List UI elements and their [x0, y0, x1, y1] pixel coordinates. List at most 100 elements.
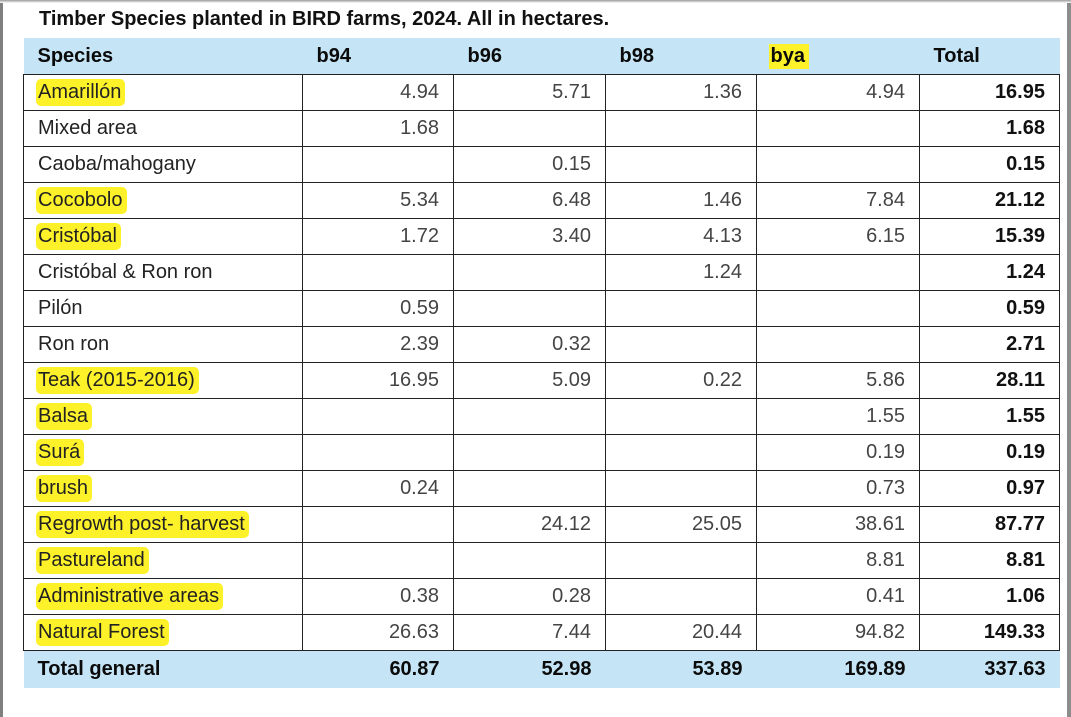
b96-cell	[453, 434, 606, 471]
b94-cell: 16.95	[302, 362, 454, 399]
b96-cell: 5.71	[453, 74, 606, 111]
table-header-row: Species b94 b96 b98 bya Total	[23, 38, 1060, 75]
column-header-b94: b94	[302, 38, 454, 75]
b98-cell	[605, 542, 757, 579]
table-row: Teak (2015-2016) 16.95 5.09 0.22 5.86 28.11	[23, 362, 1060, 399]
species-cell: Cocobolo	[23, 182, 303, 219]
total-cell: 28.11	[919, 362, 1060, 399]
b98-cell: 1.24	[605, 254, 757, 291]
bya-cell: 8.81	[756, 542, 920, 579]
b96-cell	[453, 290, 606, 327]
footer-label: Total general	[23, 650, 303, 688]
species-name: Mixed area	[38, 117, 137, 139]
b96-cell	[453, 110, 606, 147]
table-row: Cristóbal & Ron ron 1.24 1.24	[23, 254, 1060, 291]
b98-cell: 25.05	[605, 506, 757, 543]
table-row: Pilón 0.59 0.59	[23, 290, 1060, 327]
table-row: Cocobolo 5.34 6.48 1.46 7.84 21.12	[23, 182, 1060, 219]
column-header-bya: bya	[756, 38, 920, 75]
species-cell: Pastureland	[23, 542, 303, 579]
b98-cell	[605, 110, 757, 147]
footer-bya: 169.89	[756, 650, 920, 688]
b98-cell: 20.44	[605, 614, 757, 651]
bya-cell: 4.94	[756, 74, 920, 111]
b94-cell	[302, 542, 454, 579]
species-cell: Amarillón	[23, 74, 303, 111]
column-header-b98: b98	[605, 38, 757, 75]
total-cell: 21.12	[919, 182, 1060, 219]
bya-cell: 1.55	[756, 398, 920, 435]
species-cell: Ron ron	[23, 326, 303, 363]
table-row: Amarillón 4.94 5.71 1.36 4.94 16.95	[23, 74, 1060, 111]
bya-cell	[756, 326, 920, 363]
footer-total: 337.63	[919, 650, 1060, 688]
species-cell: Mixed area	[23, 110, 303, 147]
total-cell: 0.59	[919, 290, 1060, 327]
bya-cell: 0.19	[756, 434, 920, 471]
b98-cell: 0.22	[605, 362, 757, 399]
species-name: Ron ron	[38, 333, 110, 355]
total-cell: 87.77	[919, 506, 1060, 543]
bya-cell: 94.82	[756, 614, 920, 651]
b98-cell: 4.13	[605, 218, 757, 255]
table-row: Administrative areas 0.38 0.28 0.41 1.06	[23, 578, 1060, 615]
species-name: Pilón	[38, 297, 83, 319]
b94-cell: 1.72	[302, 218, 454, 255]
species-name: brush	[36, 475, 93, 502]
column-header-b96: b96	[453, 38, 606, 75]
total-cell: 0.97	[919, 470, 1060, 507]
table-row: Pastureland 8.81 8.81	[23, 542, 1060, 579]
timber-species-table: Species b94 b96 b98 bya Total Amarillón 4…	[23, 38, 1060, 688]
b94-cell: 0.24	[302, 470, 454, 507]
table-row: brush 0.24 0.73 0.97	[23, 470, 1060, 507]
total-cell: 8.81	[919, 542, 1060, 579]
b96-cell: 6.48	[453, 182, 606, 219]
species-cell: brush	[23, 470, 303, 507]
b98-cell	[605, 398, 757, 435]
b98-cell	[605, 578, 757, 615]
b96-cell: 0.28	[453, 578, 606, 615]
species-cell: Caoba/mahogany	[23, 146, 303, 183]
b96-cell: 0.15	[453, 146, 606, 183]
species-cell: Cristóbal & Ron ron	[23, 254, 303, 291]
b94-cell	[302, 146, 454, 183]
bya-cell: 7.84	[756, 182, 920, 219]
species-cell: Balsa	[23, 398, 303, 435]
species-name: Cristóbal & Ron ron	[38, 261, 213, 283]
species-name: Pastureland	[36, 547, 149, 574]
table-row: Surá 0.19 0.19	[23, 434, 1060, 471]
b96-cell: 24.12	[453, 506, 606, 543]
species-cell: Cristóbal	[23, 218, 303, 255]
species-name: Cristóbal	[36, 223, 121, 250]
species-name: Natural Forest	[36, 619, 169, 646]
table-row: Mixed area 1.68 1.68	[23, 110, 1060, 147]
b96-cell	[453, 470, 606, 507]
total-cell: 1.68	[919, 110, 1060, 147]
species-cell: Administrative areas	[23, 578, 303, 615]
species-name: Regrowth post- harvest	[36, 511, 249, 538]
total-cell: 1.06	[919, 578, 1060, 615]
b94-cell	[302, 506, 454, 543]
total-cell: 2.71	[919, 326, 1060, 363]
b98-cell: 1.36	[605, 74, 757, 111]
b96-cell: 7.44	[453, 614, 606, 651]
table-row: Caoba/mahogany 0.15 0.15	[23, 146, 1060, 183]
b94-cell	[302, 398, 454, 435]
table-row: Ron ron 2.39 0.32 2.71	[23, 326, 1060, 363]
bya-cell	[756, 146, 920, 183]
species-name: Balsa	[36, 403, 93, 430]
total-cell: 16.95	[919, 74, 1060, 111]
column-header-species: Species	[23, 38, 303, 75]
b94-cell	[302, 434, 454, 471]
b96-cell	[453, 254, 606, 291]
species-name: Cocobolo	[36, 187, 127, 214]
species-name: Caoba/mahogany	[38, 153, 196, 175]
species-cell: Surá	[23, 434, 303, 471]
table-row: Regrowth post- harvest 24.12 25.05 38.61 87.…	[23, 506, 1060, 543]
species-name: Surá	[36, 439, 85, 466]
bya-cell	[756, 110, 920, 147]
footer-b94: 60.87	[302, 650, 454, 688]
bya-cell: 5.86	[756, 362, 920, 399]
b98-cell: 1.46	[605, 182, 757, 219]
